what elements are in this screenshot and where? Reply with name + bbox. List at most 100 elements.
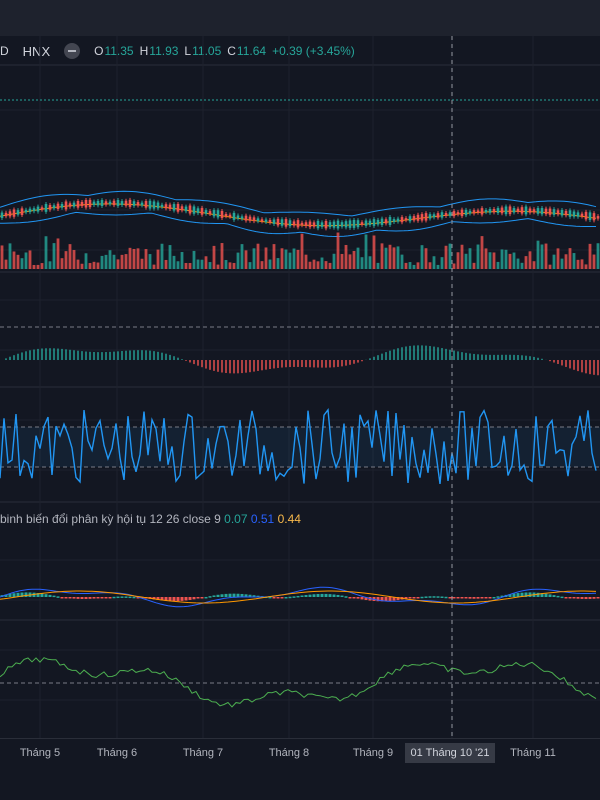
candle-body (460, 209, 464, 217)
candle-body (280, 219, 284, 226)
volume-bar (268, 259, 272, 269)
volume-bar (352, 250, 356, 269)
macd-histogram-value: 0.07 (224, 512, 248, 526)
candle-body (468, 210, 472, 214)
macd-histogram-bar (36, 593, 40, 597)
candle-body (520, 207, 524, 214)
volume-bar (108, 250, 112, 269)
macd-histogram-bar (516, 593, 520, 597)
macd-histogram-bar (564, 597, 568, 599)
high-label: H (139, 44, 149, 58)
candle-body (156, 202, 160, 209)
macd-pane (0, 586, 600, 608)
chart-canvas[interactable] (0, 0, 600, 738)
candle-body (388, 217, 392, 225)
volume-bar (276, 258, 280, 269)
time-tick: Tháng 6 (96, 747, 138, 759)
candle-body (508, 206, 512, 215)
candle-body (200, 207, 204, 215)
macd-histogram-bar (540, 593, 544, 597)
macd-histogram-bar (172, 597, 176, 602)
macd-histogram-bar (588, 597, 592, 599)
volume-bar (492, 252, 496, 269)
candle-body (12, 209, 16, 217)
candle-body (364, 220, 368, 226)
macd-histogram-bar (96, 597, 100, 599)
candle-body (256, 218, 260, 222)
macd-histogram-bar (180, 597, 184, 601)
macd-histogram-bar (352, 597, 356, 599)
candle-body (384, 219, 388, 224)
volume-bar (596, 243, 600, 269)
macd-histogram-bar (168, 597, 172, 602)
macd-histogram-bar (204, 596, 208, 599)
candle-body (92, 201, 96, 206)
macd-histogram-bar (128, 596, 132, 599)
candle-body (312, 222, 316, 227)
macd-histogram-bar (468, 597, 472, 599)
candle-body (444, 213, 448, 216)
volume-bar (176, 261, 180, 269)
macd-histogram-bar (336, 594, 340, 597)
symbol-legend: D HNX O 11.35 H 11.93 L 11.05 C 11.64 +0.39 … (0, 36, 600, 66)
macd-histogram-bar (68, 597, 72, 599)
macd-histogram-bar (220, 594, 224, 597)
candle-body (564, 210, 568, 216)
volume-bar (76, 259, 80, 269)
volume-bar (40, 263, 44, 269)
macd-histogram-bar (56, 596, 60, 598)
candle-body (480, 208, 484, 215)
macd-signal-value: 0.44 (277, 512, 301, 526)
macd-histogram-bar (64, 597, 68, 599)
volume-bar (92, 261, 96, 269)
candle-body (592, 213, 596, 221)
candle-body (124, 200, 128, 206)
macd-histogram-bar (340, 595, 344, 598)
volume-bar (28, 250, 32, 269)
volume-bar (584, 264, 588, 269)
rsi-line (0, 408, 597, 484)
volume-bar (472, 262, 476, 269)
candle-body (548, 208, 552, 215)
volume-bar (348, 254, 352, 269)
macd-histogram-bar (500, 595, 504, 598)
volume-bar (592, 254, 596, 269)
volume-bar (204, 256, 208, 269)
rsi-path (0, 408, 597, 484)
candle-body (172, 204, 176, 211)
candle-body (104, 201, 108, 205)
volume-bar (220, 243, 224, 269)
macd-histogram-bar (388, 597, 392, 601)
candle-body (540, 208, 544, 215)
volume-bar (36, 264, 40, 269)
candle-body (196, 208, 200, 214)
price-pane (0, 190, 600, 238)
macd-histogram-bar (40, 593, 44, 597)
collapse-legend-icon[interactable] (64, 43, 81, 59)
signal-line (0, 590, 597, 604)
volume-bar (372, 235, 376, 269)
volume-bar (124, 254, 128, 269)
candle-body (332, 221, 336, 228)
volume-bar (368, 256, 372, 269)
volume-bar (56, 238, 60, 269)
volume-bar (496, 261, 500, 269)
volume-bar (404, 262, 408, 269)
macd-legend: binh biến đổi phân kỳ hội tụ 12 26 close… (0, 512, 301, 526)
macd-histogram-bar (456, 597, 460, 599)
volume-bar (80, 263, 84, 269)
macd-histogram-bar (524, 592, 528, 597)
volume-bar (280, 248, 284, 269)
symbol-name[interactable]: D (0, 44, 9, 58)
volume-bar (392, 247, 396, 269)
candle-body (184, 206, 188, 212)
macd-histogram-bar (276, 597, 280, 599)
macd-histogram-bar (228, 593, 232, 597)
time-axis[interactable]: Tháng 5 Tháng 6 Tháng 7 Tháng 8 Tháng 9 … (0, 738, 600, 767)
candle-body (348, 220, 352, 228)
volume-bar (296, 249, 300, 269)
candle-body (8, 211, 12, 217)
macd-histogram-bar (376, 597, 380, 602)
macd-histogram-bar (200, 597, 204, 599)
macd-histogram-bar (164, 597, 168, 601)
